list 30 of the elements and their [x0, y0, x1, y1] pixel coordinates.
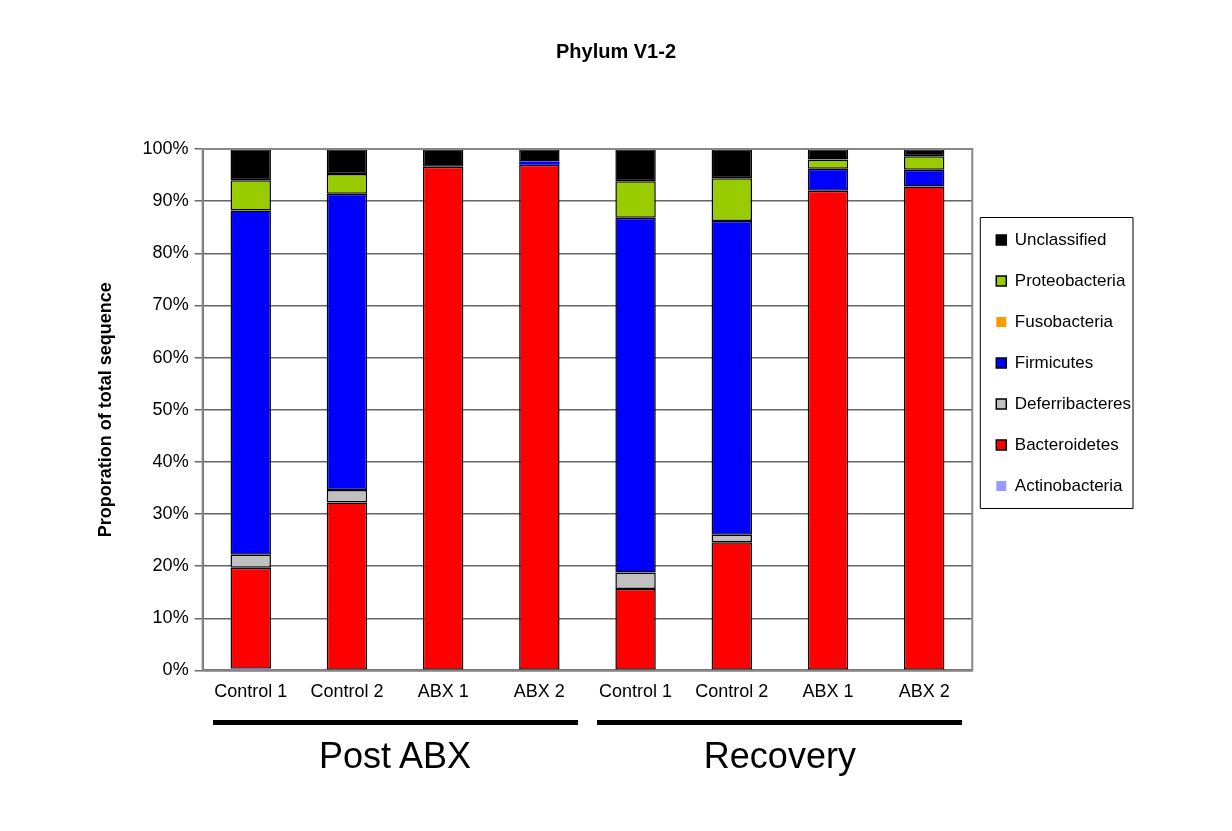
x-tick-label: Control 2: [310, 681, 384, 702]
x-tick-label: Control 2: [695, 681, 769, 702]
y-tick-label: 100%: [142, 137, 189, 158]
y-tick-label: 90%: [152, 190, 189, 211]
y-tick-label: 10%: [152, 607, 189, 628]
legend-label: Actinobacteria: [1014, 475, 1124, 495]
text: Post ABX: [319, 734, 472, 776]
legend-label: Unclassified: [1014, 229, 1107, 249]
legend-label: Firmicutes: [1014, 352, 1094, 372]
x-tick-label: Control 1: [599, 681, 673, 702]
chart-title: Phylum V1-2: [555, 39, 677, 62]
legend-label: Fusobacteria: [1014, 311, 1114, 331]
x-tick-label: ABX 2: [513, 681, 565, 702]
x-tick-label: ABX 2: [898, 681, 950, 702]
y-tick-label: 80%: [152, 242, 189, 263]
y-tick-label: 30%: [152, 502, 189, 523]
x-tick-label: ABX 1: [802, 681, 854, 702]
legend-label: Bacteroidetes: [1014, 434, 1119, 454]
legend-label: Proteobacteria: [1014, 270, 1126, 290]
y-axis-title: Proporation of total sequence: [94, 282, 115, 538]
y-tick-label: 70%: [152, 294, 189, 315]
y-tick-label: 40%: [152, 450, 189, 471]
text: Recovery: [703, 734, 856, 776]
x-tick-label: ABX 1: [417, 681, 469, 702]
legend-label: Deferribacteres: [1014, 393, 1132, 413]
y-tick-label: 20%: [152, 555, 189, 576]
y-tick-label: 0%: [162, 659, 189, 680]
x-tick-label: Control 1: [214, 681, 288, 702]
y-tick-label: 60%: [152, 346, 189, 367]
y-tick-label: 50%: [152, 398, 189, 419]
